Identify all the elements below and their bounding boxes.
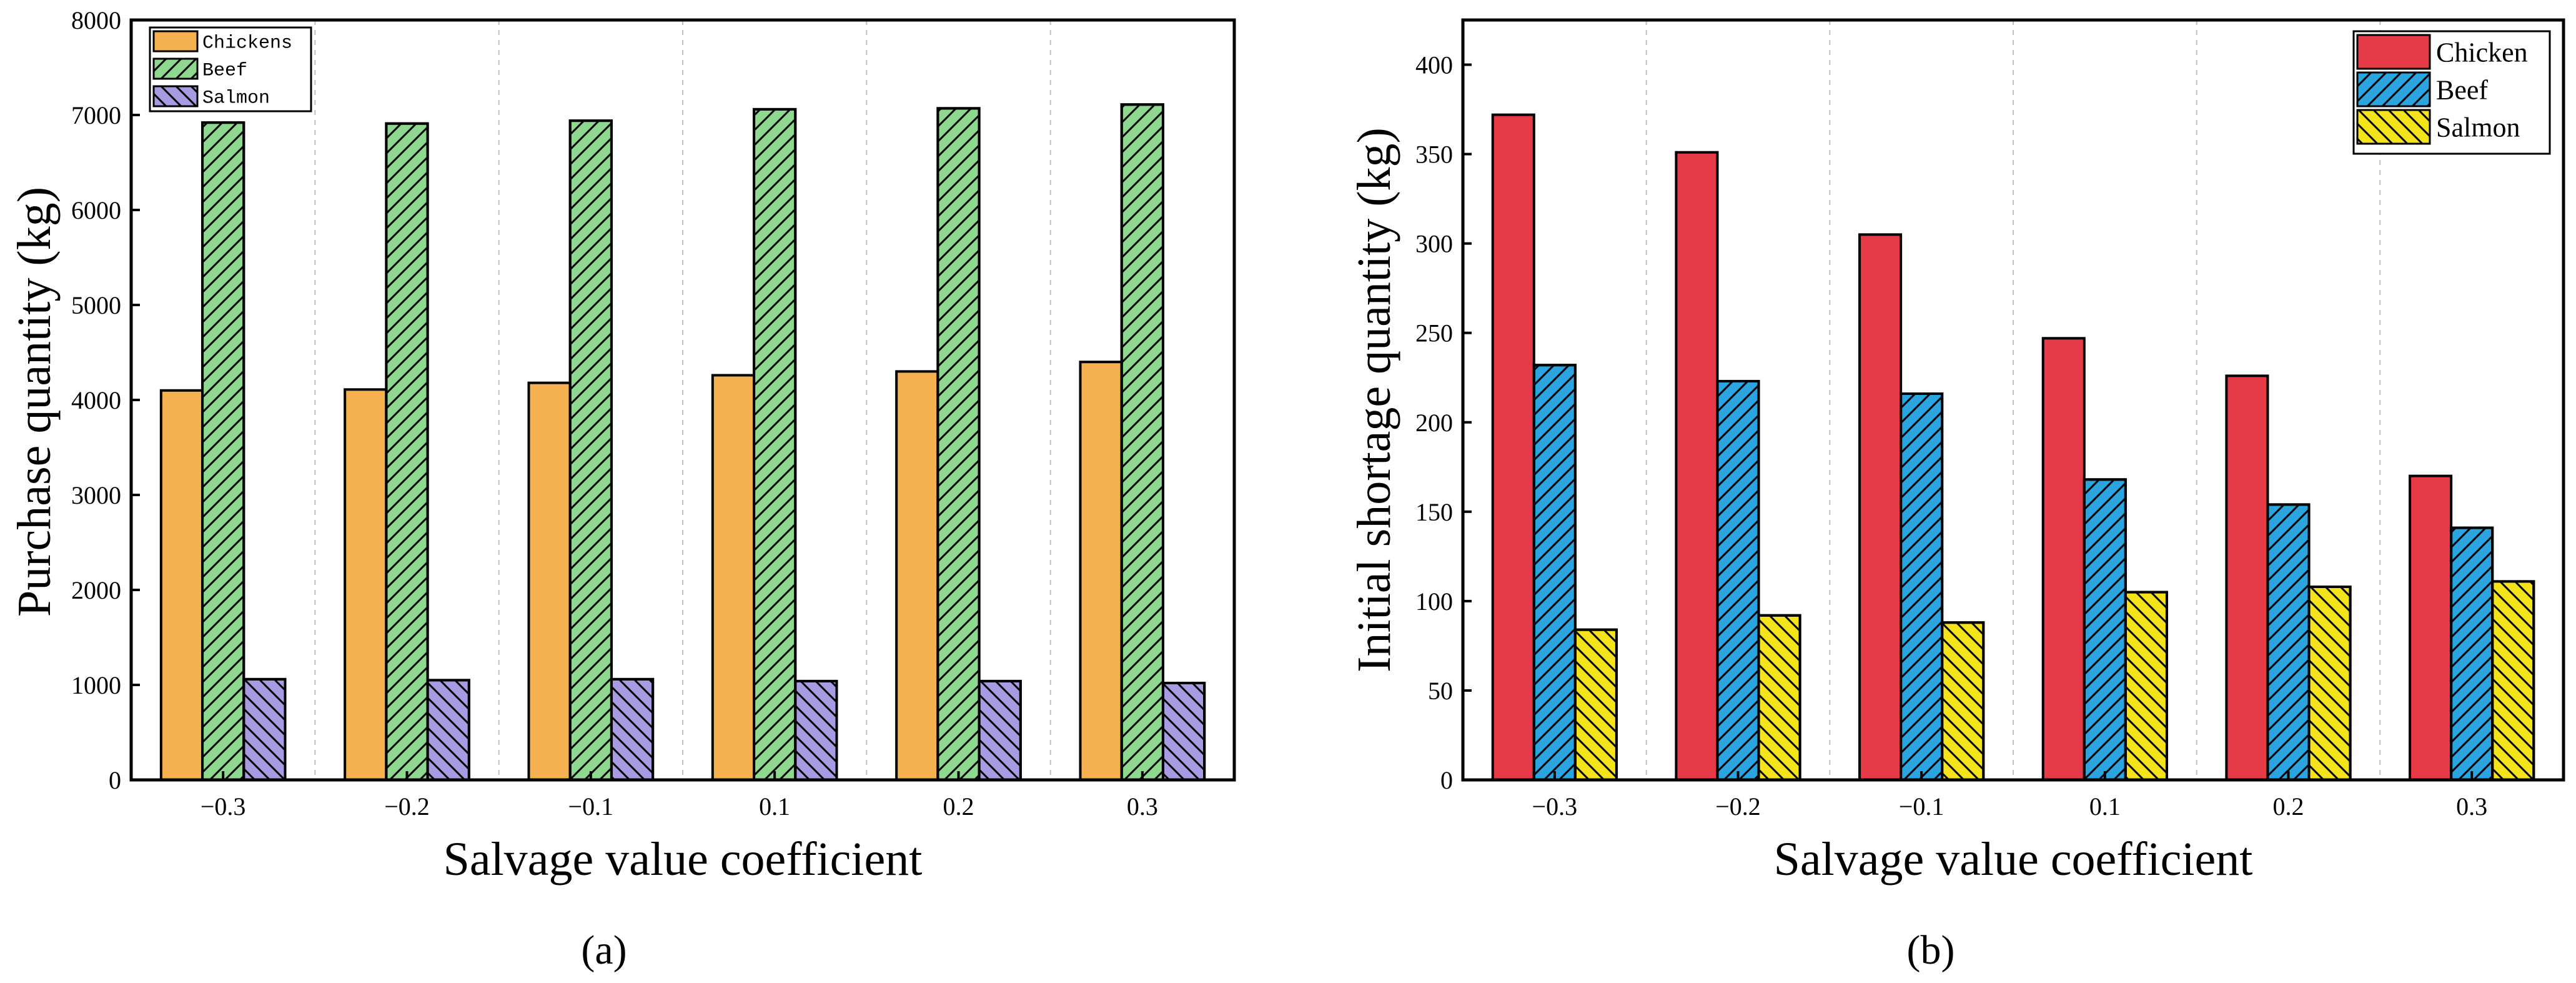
y-axis-ticks-b: 0 50 100 150 200 250 300 350 400 <box>1415 51 1472 794</box>
y-tick-label: 100 <box>1415 587 1453 616</box>
bar-chicken-b <box>2225 374 2269 781</box>
x-tick-label: 0.1 <box>759 792 790 821</box>
bar-hatch-beef-a <box>568 119 613 781</box>
bar-hatch-beef-a <box>385 122 429 781</box>
bar-hatch-salmon-b <box>2124 591 2168 781</box>
legend-label-salmon: Salmon <box>202 88 270 109</box>
x-tick-label: 0.2 <box>2273 792 2304 821</box>
y-tick-label: 6000 <box>71 196 121 224</box>
bar-chickens-a <box>1079 361 1123 781</box>
bar-hatch-beef-b <box>2266 503 2311 782</box>
legend-label-beef: Beef <box>202 61 247 82</box>
bar-hatch-beef-a <box>936 107 981 782</box>
bar-chickens-a <box>527 381 572 781</box>
legend-swatch-hatch <box>152 85 199 107</box>
y-tick-label: 50 <box>1428 677 1453 705</box>
bar-hatch-salmon-a <box>242 677 287 781</box>
x-tick-label: −0.2 <box>384 792 430 821</box>
x-tick-label: −0.2 <box>1715 792 1761 821</box>
x-tick-label: −0.1 <box>568 792 614 821</box>
y-tick-label: 5000 <box>71 291 121 319</box>
bar-hatch-beef-b <box>1532 364 1577 781</box>
y-tick-label: 200 <box>1415 409 1453 437</box>
y-tick-label: 400 <box>1415 51 1453 79</box>
bar-hatch-salmon-a <box>978 679 1022 782</box>
bar-chicken-b <box>1675 151 1719 782</box>
panel-label-a: (a) <box>581 927 627 973</box>
legend-b: Chicken Beef Salmon <box>2352 30 2551 155</box>
legend-swatch-chickens <box>152 30 199 52</box>
y-axis-label-b: Initial shortage quantity (kg) <box>1348 127 1400 672</box>
bar-chicken-b <box>2409 474 2453 781</box>
y-tick-label: 0 <box>1440 766 1453 794</box>
bar-chickens-a <box>895 370 939 781</box>
bar-hatch-beef-b <box>2450 526 2494 781</box>
plot-frame-b <box>1461 18 2565 782</box>
bar-hatch-salmon-a <box>426 679 470 782</box>
legend-swatch-hatch <box>2356 109 2431 145</box>
plot-frame-a <box>129 18 1236 782</box>
grid-lines-a <box>314 20 1051 780</box>
bar-hatch-beef-a <box>1120 103 1164 781</box>
y-tick-label: 250 <box>1415 319 1453 347</box>
x-tick-label: 0.3 <box>1127 792 1158 821</box>
bar-hatch-salmon-a <box>1161 681 1206 781</box>
bar-hatch-beef-b <box>1716 379 1760 781</box>
x-tick-label: −0.3 <box>1532 792 1578 821</box>
legend-label-beef: Beef <box>2436 74 2488 105</box>
chart-panel-b: 0 50 100 150 200 250 300 350 400 −0.3 −0.2 −0.1 0.1… <box>1348 18 2565 973</box>
y-axis-label-a: Purchase quantity (kg) <box>8 187 61 617</box>
bars-a <box>159 103 1206 782</box>
x-axis-label-a: Salvage value coefficient <box>443 833 923 886</box>
bar-hatch-beef-a <box>753 107 797 781</box>
x-axis-label-b: Salvage value coefficient <box>1774 833 2253 886</box>
bar-chickens-a <box>711 374 756 781</box>
legend-label-chicken: Chicken <box>2436 37 2528 67</box>
x-tick-label: 0.1 <box>2089 792 2121 821</box>
legend-swatch-hatch <box>2356 71 2431 107</box>
bar-hatch-beef-a <box>201 121 245 781</box>
x-tick-label: 0.2 <box>943 792 974 821</box>
bar-hatch-beef-b <box>1900 392 1944 781</box>
bar-hatch-salmon-b <box>2307 585 2352 781</box>
x-tick-label: 0.3 <box>2456 792 2487 821</box>
panel-label-b: (b) <box>1907 927 1955 973</box>
grid-lines-b <box>1645 20 2381 780</box>
x-tick-label: −0.3 <box>201 792 246 821</box>
x-axis-ticks-b: −0.3 −0.2 −0.1 0.1 0.2 0.3 <box>1532 771 2487 821</box>
bar-chicken-b <box>1491 113 1535 782</box>
y-tick-label: 350 <box>1415 141 1453 169</box>
y-tick-label: 4000 <box>71 386 121 414</box>
y-tick-label: 150 <box>1415 498 1453 526</box>
legend-a: Chickens Beef Salmon <box>149 26 312 112</box>
bar-chickens-a <box>159 389 204 781</box>
bar-hatch-salmon-a <box>610 677 655 781</box>
bar-hatch-salmon-b <box>1941 621 1985 782</box>
bar-chickens-a <box>344 388 388 781</box>
bar-hatch-salmon-b <box>2491 580 2535 781</box>
x-axis-ticks-a: −0.3 −0.2 −0.1 0.1 0.2 0.3 <box>201 771 1158 821</box>
bar-hatch-salmon-b <box>1757 614 1801 782</box>
y-tick-label: 8000 <box>71 6 121 34</box>
y-tick-label: 300 <box>1415 230 1453 258</box>
y-tick-label: 1000 <box>71 671 121 699</box>
x-tick-label: −0.1 <box>1899 792 1944 821</box>
y-tick-label: 7000 <box>71 101 121 129</box>
y-tick-label: 0 <box>109 766 121 794</box>
bar-hatch-salmon-a <box>794 679 838 782</box>
bar-hatch-salmon-b <box>1573 628 1618 782</box>
bar-chicken-b <box>2041 337 2086 781</box>
legend-label-chickens: Chickens <box>202 33 292 54</box>
y-tick-label: 2000 <box>71 576 121 604</box>
y-tick-label: 3000 <box>71 481 121 509</box>
bar-chicken-b <box>1858 233 1903 781</box>
bars-b <box>1491 113 2535 782</box>
legend-swatch-chicken <box>2356 34 2431 70</box>
y-axis-ticks-a: 0 1000 2000 3000 4000 5000 6000 7000 8000 <box>71 6 140 794</box>
bar-hatch-beef-b <box>2083 478 2127 781</box>
legend-swatch-hatch <box>152 57 199 80</box>
legend-label-salmon: Salmon <box>2436 112 2520 142</box>
